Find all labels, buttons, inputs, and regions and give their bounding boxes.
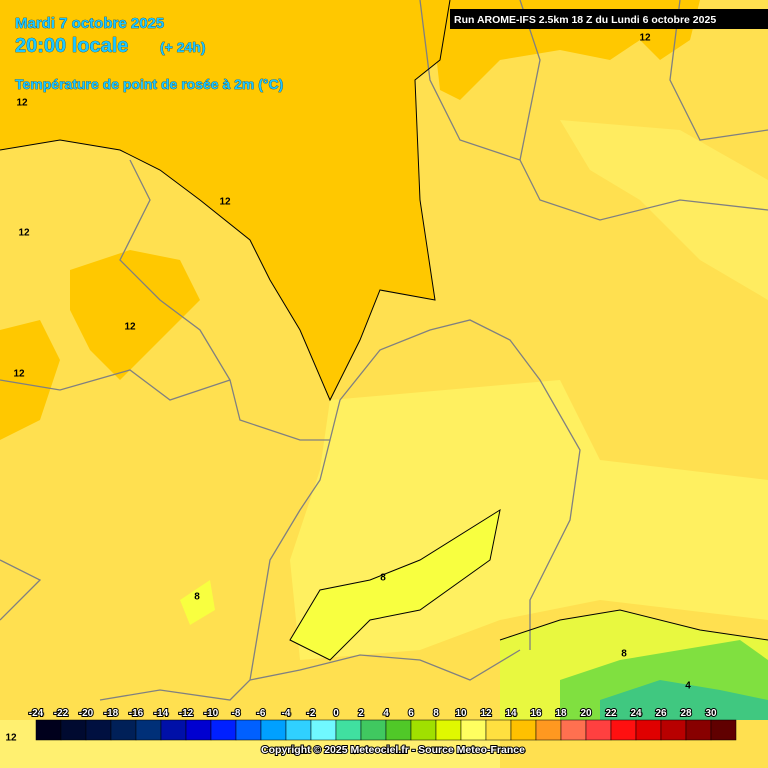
colorbar-label: 24	[630, 708, 642, 719]
moist-region	[560, 120, 768, 300]
colorbar-label: -16	[129, 708, 144, 719]
contour-line	[499, 609, 768, 641]
colorbar-swatch	[335, 719, 362, 741]
colorbar-label: -2	[307, 708, 316, 719]
colorbar-label: -14	[154, 708, 169, 719]
colorbar-label: -20	[79, 708, 94, 719]
colorbar-label: 12	[480, 708, 492, 719]
colorbar-label: -12	[179, 708, 194, 719]
colorbar-swatch	[410, 719, 437, 741]
contour-label: 12	[124, 322, 136, 333]
colorbar-label: 30	[705, 708, 717, 719]
cool-region	[600, 680, 768, 720]
colorbar-swatch	[460, 719, 487, 741]
colorbar-label: -22	[54, 708, 69, 719]
colorbar-label: -24	[29, 708, 44, 719]
date: Mardi 7 octobre 2025	[15, 15, 164, 32]
colorbar-label: -6	[257, 708, 266, 719]
colorbar-swatch	[285, 719, 312, 741]
contour-label: 8	[380, 573, 386, 584]
colorbar-swatch	[110, 719, 137, 741]
colorbar-swatch	[560, 719, 587, 741]
colorbar-swatch	[135, 719, 162, 741]
colorbar-label: 2	[358, 708, 364, 719]
contour-label: 12	[639, 33, 651, 44]
colorbar-swatch	[610, 719, 637, 741]
colorbar-label: 6	[408, 708, 414, 719]
copyright: Copyright © 2025 Meteociel.fr - Source M…	[261, 744, 525, 756]
colorbar-swatch	[535, 719, 562, 741]
colorbar-swatch	[310, 719, 337, 741]
colorbar: -24 -22 -20 -18 -16 -14 -12 -10 -8 -6 -4 -2 0 2 4 6 8 10 1…	[28, 707, 737, 741]
colorbar-swatch	[235, 719, 262, 741]
contour-line	[289, 508, 501, 661]
colorbar-swatch	[485, 719, 512, 741]
colorbar-swatch	[685, 719, 712, 741]
contour-label: 12	[18, 228, 30, 239]
colorbar-swatch	[710, 719, 737, 741]
colorbar-swatch	[160, 719, 187, 741]
contour-labels: 12 12 12 12 12 12 12 8 8 8 4	[5, 33, 691, 744]
border-line	[119, 159, 581, 650]
valid-time: 20:00 locale	[15, 35, 128, 57]
contour-label: 12	[13, 369, 25, 380]
border-line	[419, 0, 768, 221]
contour-label: 4	[685, 681, 691, 692]
colorbar-label: -8	[232, 708, 241, 719]
run-info: Run AROME-IFS 2.5km 18 Z du Lundi 6 octo…	[454, 14, 716, 26]
colorbar-label: 26	[655, 708, 667, 719]
border-line	[0, 369, 231, 621]
warm-region	[70, 250, 200, 380]
contour-label: 8	[621, 649, 627, 660]
run-box	[450, 9, 768, 29]
colorbar-swatch	[210, 719, 237, 741]
colorbar-label: 22	[605, 708, 617, 719]
colorbar-label: 8	[433, 708, 439, 719]
colorbar-label: 4	[383, 708, 389, 719]
colorbar-swatch	[185, 719, 212, 741]
colorbar-swatch	[585, 719, 612, 741]
colorbar-swatch	[360, 719, 387, 741]
colorbar-swatch	[435, 719, 462, 741]
colorbar-swatch	[510, 719, 537, 741]
colorbar-label: -4	[282, 708, 291, 719]
colorbar-label: 10	[455, 708, 467, 719]
border-line	[249, 649, 521, 681]
warm-region	[0, 0, 450, 400]
colorbar-label: 0	[333, 708, 339, 719]
colorbar-swatch	[60, 719, 87, 741]
colorbar-swatch	[35, 719, 62, 741]
colorbar-label: 28	[680, 708, 692, 719]
moist-region	[180, 580, 215, 625]
contour-label: 12	[16, 98, 28, 109]
colorbar-label: 14	[505, 708, 517, 719]
colorbar-label: -10	[204, 708, 219, 719]
contour-label: 8	[194, 592, 200, 603]
colorbar-swatch	[635, 719, 662, 741]
colorbar-swatch	[385, 719, 412, 741]
lead-time: (+ 24h)	[160, 39, 206, 55]
colorbar-label: 16	[530, 708, 542, 719]
contour-label: 12	[5, 733, 17, 744]
warm-region	[0, 320, 60, 440]
moist-region	[290, 510, 500, 660]
colorbar-label: 20	[580, 708, 592, 719]
parameter: Température de point de rosée à 2m (°C)	[15, 76, 283, 92]
colorbar-swatch	[660, 719, 687, 741]
border-line	[99, 439, 331, 701]
colorbar-swatch	[260, 719, 287, 741]
colorbar-swatch	[85, 719, 112, 741]
contour-label: 12	[219, 197, 231, 208]
colorbar-label: -18	[104, 708, 119, 719]
colorbar-label: 18	[555, 708, 567, 719]
contour-line	[0, 0, 451, 402]
